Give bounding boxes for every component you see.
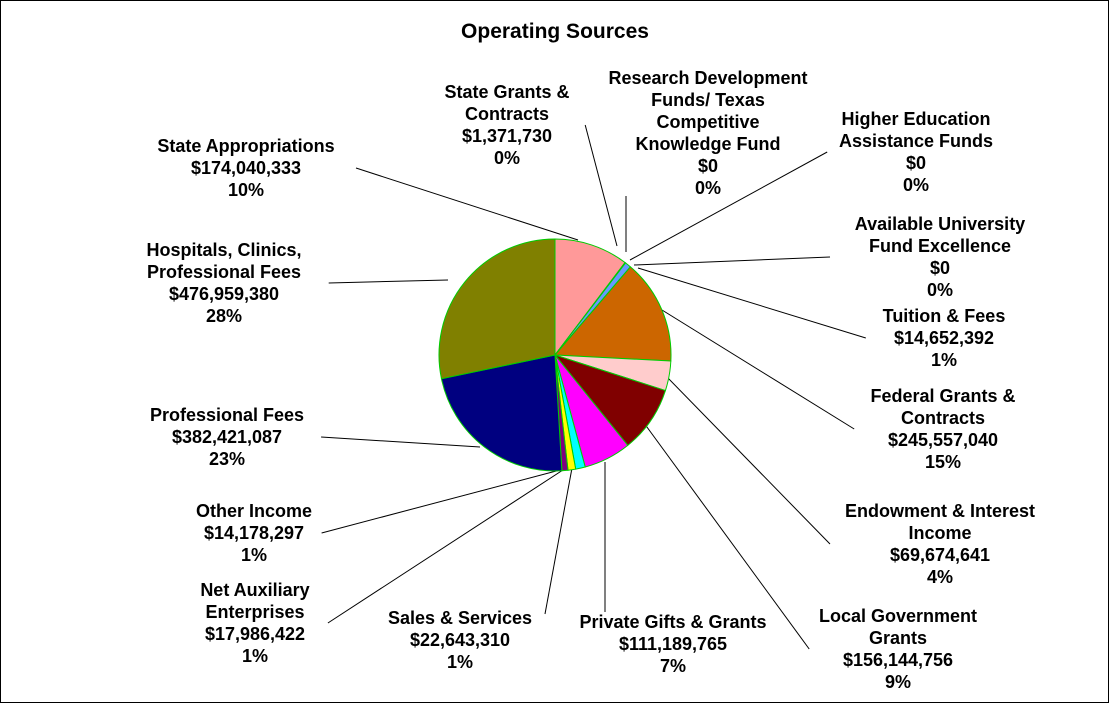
pie-slices [438,238,672,472]
label-line: Professional Fees [147,262,301,282]
leader-line-available-university-fund-excellence [633,256,831,266]
label-line: Federal Grants & [870,386,1015,406]
label-line: 0% [695,178,721,198]
label-line: $1,371,730 [462,126,552,146]
label-line: Tuition & Fees [883,306,1006,326]
label-line: 10% [228,180,264,200]
label-line: $0 [930,258,950,278]
label-line: Private Gifts & Grants [579,612,766,632]
label-line: Endowment & Interest [845,501,1035,521]
label-line: $17,986,422 [205,624,305,644]
label-line: Available University [855,214,1025,234]
label-line: 15% [925,452,961,472]
label-net-auxiliary-enterprises: Net Auxiliary Enterprises $17,986,422 1% [200,580,309,666]
label-line: State Appropriations [157,136,334,156]
label-line: Assistance Funds [839,131,993,151]
label-hospitals-clinics-professional-fees: Hospitals, Clinics, Professional Fees $476… [146,240,301,326]
label-line: 1% [241,545,267,565]
label-line: $14,652,392 [894,328,994,348]
slice-labels: State Appropriations $174,040,333 10%State… [146,68,1035,692]
label-line: Higher Education [841,109,990,129]
label-line: State Grants & [444,82,569,102]
label-line: $0 [698,156,718,176]
label-line: Income [908,523,971,543]
chart-title: Operating Sources [461,20,649,43]
label-line: Enterprises [205,602,304,622]
label-line: 1% [242,646,268,666]
label-line: Fund Excellence [869,236,1011,256]
label-line: $22,643,310 [410,630,510,650]
label-higher-education-assistance-funds: Higher Education Assistance Funds $0 0% [839,109,993,195]
leader-line-federal-grants-contracts [661,309,855,430]
leader-line-endowment-interest-income [665,375,831,545]
label-line: 7% [660,656,686,676]
label-line: 23% [209,449,245,469]
label-line: $156,144,756 [843,650,953,670]
label-private-gifts-grants: Private Gifts & Grants $111,189,765 7% [579,612,766,676]
leader-line-other-income [321,469,561,534]
label-available-university-fund-excellence: Available University Fund Excellence $0 0% [855,214,1025,300]
label-state-grants-contracts: State Grants & Contracts $1,371,730 0% [444,82,569,168]
leader-line-local-government-grants [643,422,810,650]
label-line: Funds/ Texas [651,90,765,110]
leader-line-higher-education-assistance-funds [629,151,828,261]
label-line: Knowledge Fund [636,134,781,154]
leader-line-state-grants-contracts [584,124,618,247]
leader-line-tuition-fees [637,267,866,339]
leader-line-professional-fees [321,436,481,448]
label-line: $174,040,333 [191,158,301,178]
label-endowment-interest-income: Endowment & Interest Income $69,674,641 4% [845,501,1035,587]
leader-line-hospitals-clinics-professional-fees [328,279,449,284]
label-other-income: Other Income $14,178,297 1% [196,501,312,565]
label-line: 0% [903,175,929,195]
label-line: Competitive [656,112,759,132]
slice-federal-grants-contracts [553,266,672,362]
label-professional-fees: Professional Fees $382,421,087 23% [150,405,304,469]
label-line: Hospitals, Clinics, [146,240,301,260]
label-line: $245,557,040 [888,430,998,450]
label-line: Contracts [901,408,985,428]
label-line: $0 [906,153,926,173]
slice-state-appropriations [554,238,626,357]
label-line: Professional Fees [150,405,304,425]
label-line: Research Development [608,68,807,88]
label-federal-grants-contracts: Federal Grants & Contracts $245,557,040 15% [870,386,1015,472]
label-local-government-grants: Local Government Grants $156,144,756 9% [819,606,977,692]
leader-line-sales-services [544,467,573,615]
slice-hospitals-clinics-professional-fees [438,238,556,380]
label-line: Sales & Services [388,608,532,628]
label-line: $382,421,087 [172,427,282,447]
label-line: 0% [927,280,953,300]
label-line: $14,178,297 [204,523,304,543]
label-line: 28% [206,306,242,326]
label-line: Grants [869,628,927,648]
label-research-development-funds-texas-competitive-knowledge-fund: Research Development Funds/ Texas Competit… [608,68,807,198]
label-state-appropriations: State Appropriations $174,040,333 10% [157,136,334,200]
label-line: 1% [931,350,957,370]
label-line: 9% [885,672,911,692]
leader-line-net-auxiliary-enterprises [327,467,567,624]
label-tuition-fees: Tuition & Fees $14,652,392 1% [883,306,1006,370]
label-line: $69,674,641 [890,545,990,565]
label-line: 4% [927,567,953,587]
label-line: Contracts [465,104,549,124]
label-line: $111,189,765 [619,634,727,654]
label-sales-services: Sales & Services $22,643,310 1% [388,608,532,672]
label-line: Net Auxiliary [200,580,309,600]
label-line: 1% [447,652,473,672]
leader-line-state-appropriations [355,167,579,241]
label-line: Local Government [819,606,977,626]
label-line: $476,959,380 [169,284,279,304]
label-line: Other Income [196,501,312,521]
label-line: 0% [494,148,520,168]
slice-professional-fees [440,354,563,472]
leader-lines [321,124,866,650]
